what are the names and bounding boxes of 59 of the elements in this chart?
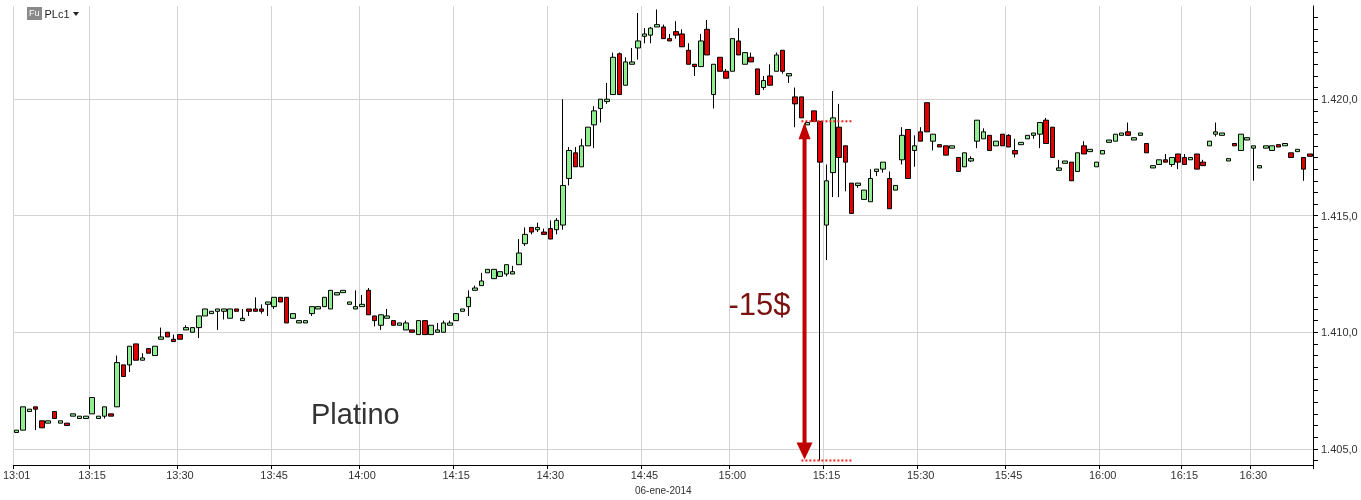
y-tick-label: 1.420,0 [1321,93,1358,106]
candlestick [1301,156,1306,182]
y-tick-label: 1.410,0 [1321,326,1358,339]
candlestick [1056,159,1062,171]
chart-subtitle: PLc1 [44,7,70,20]
annotation: Fu [27,7,42,20]
candlestick [52,411,57,419]
y-tick-label: 1.415,0 [1321,209,1358,222]
x-tick-label: 15:00 [718,468,747,481]
candlestick [89,397,95,415]
candlestick [1094,161,1099,168]
candlestick [635,12,641,61]
x-tick-label: 16:30 [1239,468,1268,481]
candlestick [240,308,245,322]
candlestick [1150,165,1156,169]
candlestick [817,120,823,461]
candlestick [1138,132,1143,136]
candlestick [824,163,829,261]
x-tick-label: 14:45 [630,468,659,481]
candlestick [1018,141,1024,146]
candlestick [1226,158,1231,162]
candlestick [522,226,528,247]
annotation: Platino [311,398,400,431]
x-tick-label: 14:00 [348,468,376,481]
candlestick [805,122,810,126]
candlestick [460,308,465,312]
x-tick-label: 13:15 [78,468,106,481]
x-tick-label: 15:45 [994,468,1023,481]
candlestick [479,272,484,287]
candlestick [1295,148,1300,153]
x-axis-title: 06-ene-2014 [634,484,693,496]
candlestick [1207,140,1212,147]
candlestick [930,133,936,151]
x-tick-label: 15:15 [812,468,841,481]
candlestick [516,238,522,266]
candlestick [591,105,597,149]
candlestick [1257,165,1262,169]
x-tick-label: 13:30 [166,468,194,481]
candlestick [466,289,471,317]
candlestick [1251,145,1256,182]
x-tick-label: 13:45 [260,468,288,481]
y-tick-label: 1.405,0 [1321,442,1358,455]
candlestick [1288,152,1294,158]
candlestick [1144,143,1149,154]
candlestick [786,73,792,84]
candlestick [1131,137,1137,141]
x-tick-label: 16:15 [1170,468,1199,481]
annotation: -15$ [728,286,791,323]
candlestick [811,110,817,122]
candlestick [1012,138,1018,158]
candlestick [472,285,478,291]
x-tick-label: 15:30 [906,468,935,481]
candlestick [453,313,459,322]
candlestick [1100,149,1105,155]
x-tick-label: 16:00 [1088,468,1117,481]
x-tick-label: 14:30 [536,468,565,481]
candlestick [347,301,352,305]
x-tick-label: 14:15 [442,468,470,481]
x-tick-label: 13:01 [2,468,31,481]
